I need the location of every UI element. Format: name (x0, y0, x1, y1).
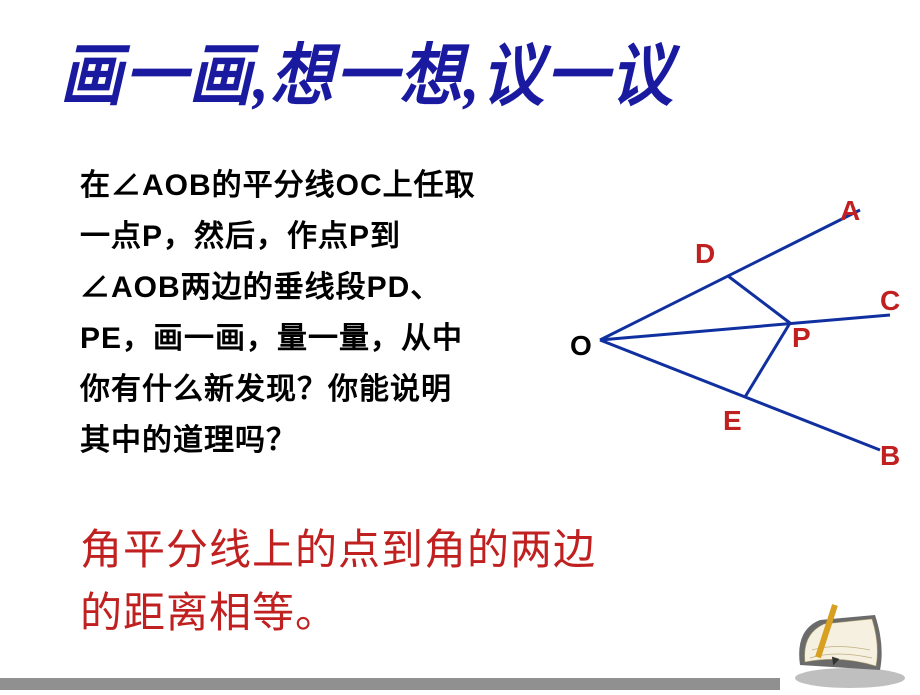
segment-PE (745, 323, 790, 397)
diagram-svg (560, 190, 900, 490)
label-C: C (880, 285, 900, 317)
notebook-shadow (795, 668, 905, 688)
geometry-diagram: O A B C P D E (560, 190, 900, 490)
label-D: D (695, 238, 715, 270)
label-O: O (570, 330, 592, 362)
slide-title: 画一画,想一想,议一议 (60, 20, 842, 119)
label-E: E (723, 405, 742, 437)
problem-text: 在∠AOB的平分线OC上任取一点P，然后，作点P到∠AOB两边的垂线段PD、PE… (80, 160, 480, 466)
notebook-icon (780, 600, 910, 690)
label-B: B (880, 440, 900, 472)
label-A: A (840, 195, 860, 227)
footer-bar (0, 678, 780, 690)
conclusion-text: 角平分线上的点到角的两边的距离相等。 (80, 520, 600, 646)
label-P: P (792, 322, 811, 354)
segment-PD (728, 276, 790, 323)
